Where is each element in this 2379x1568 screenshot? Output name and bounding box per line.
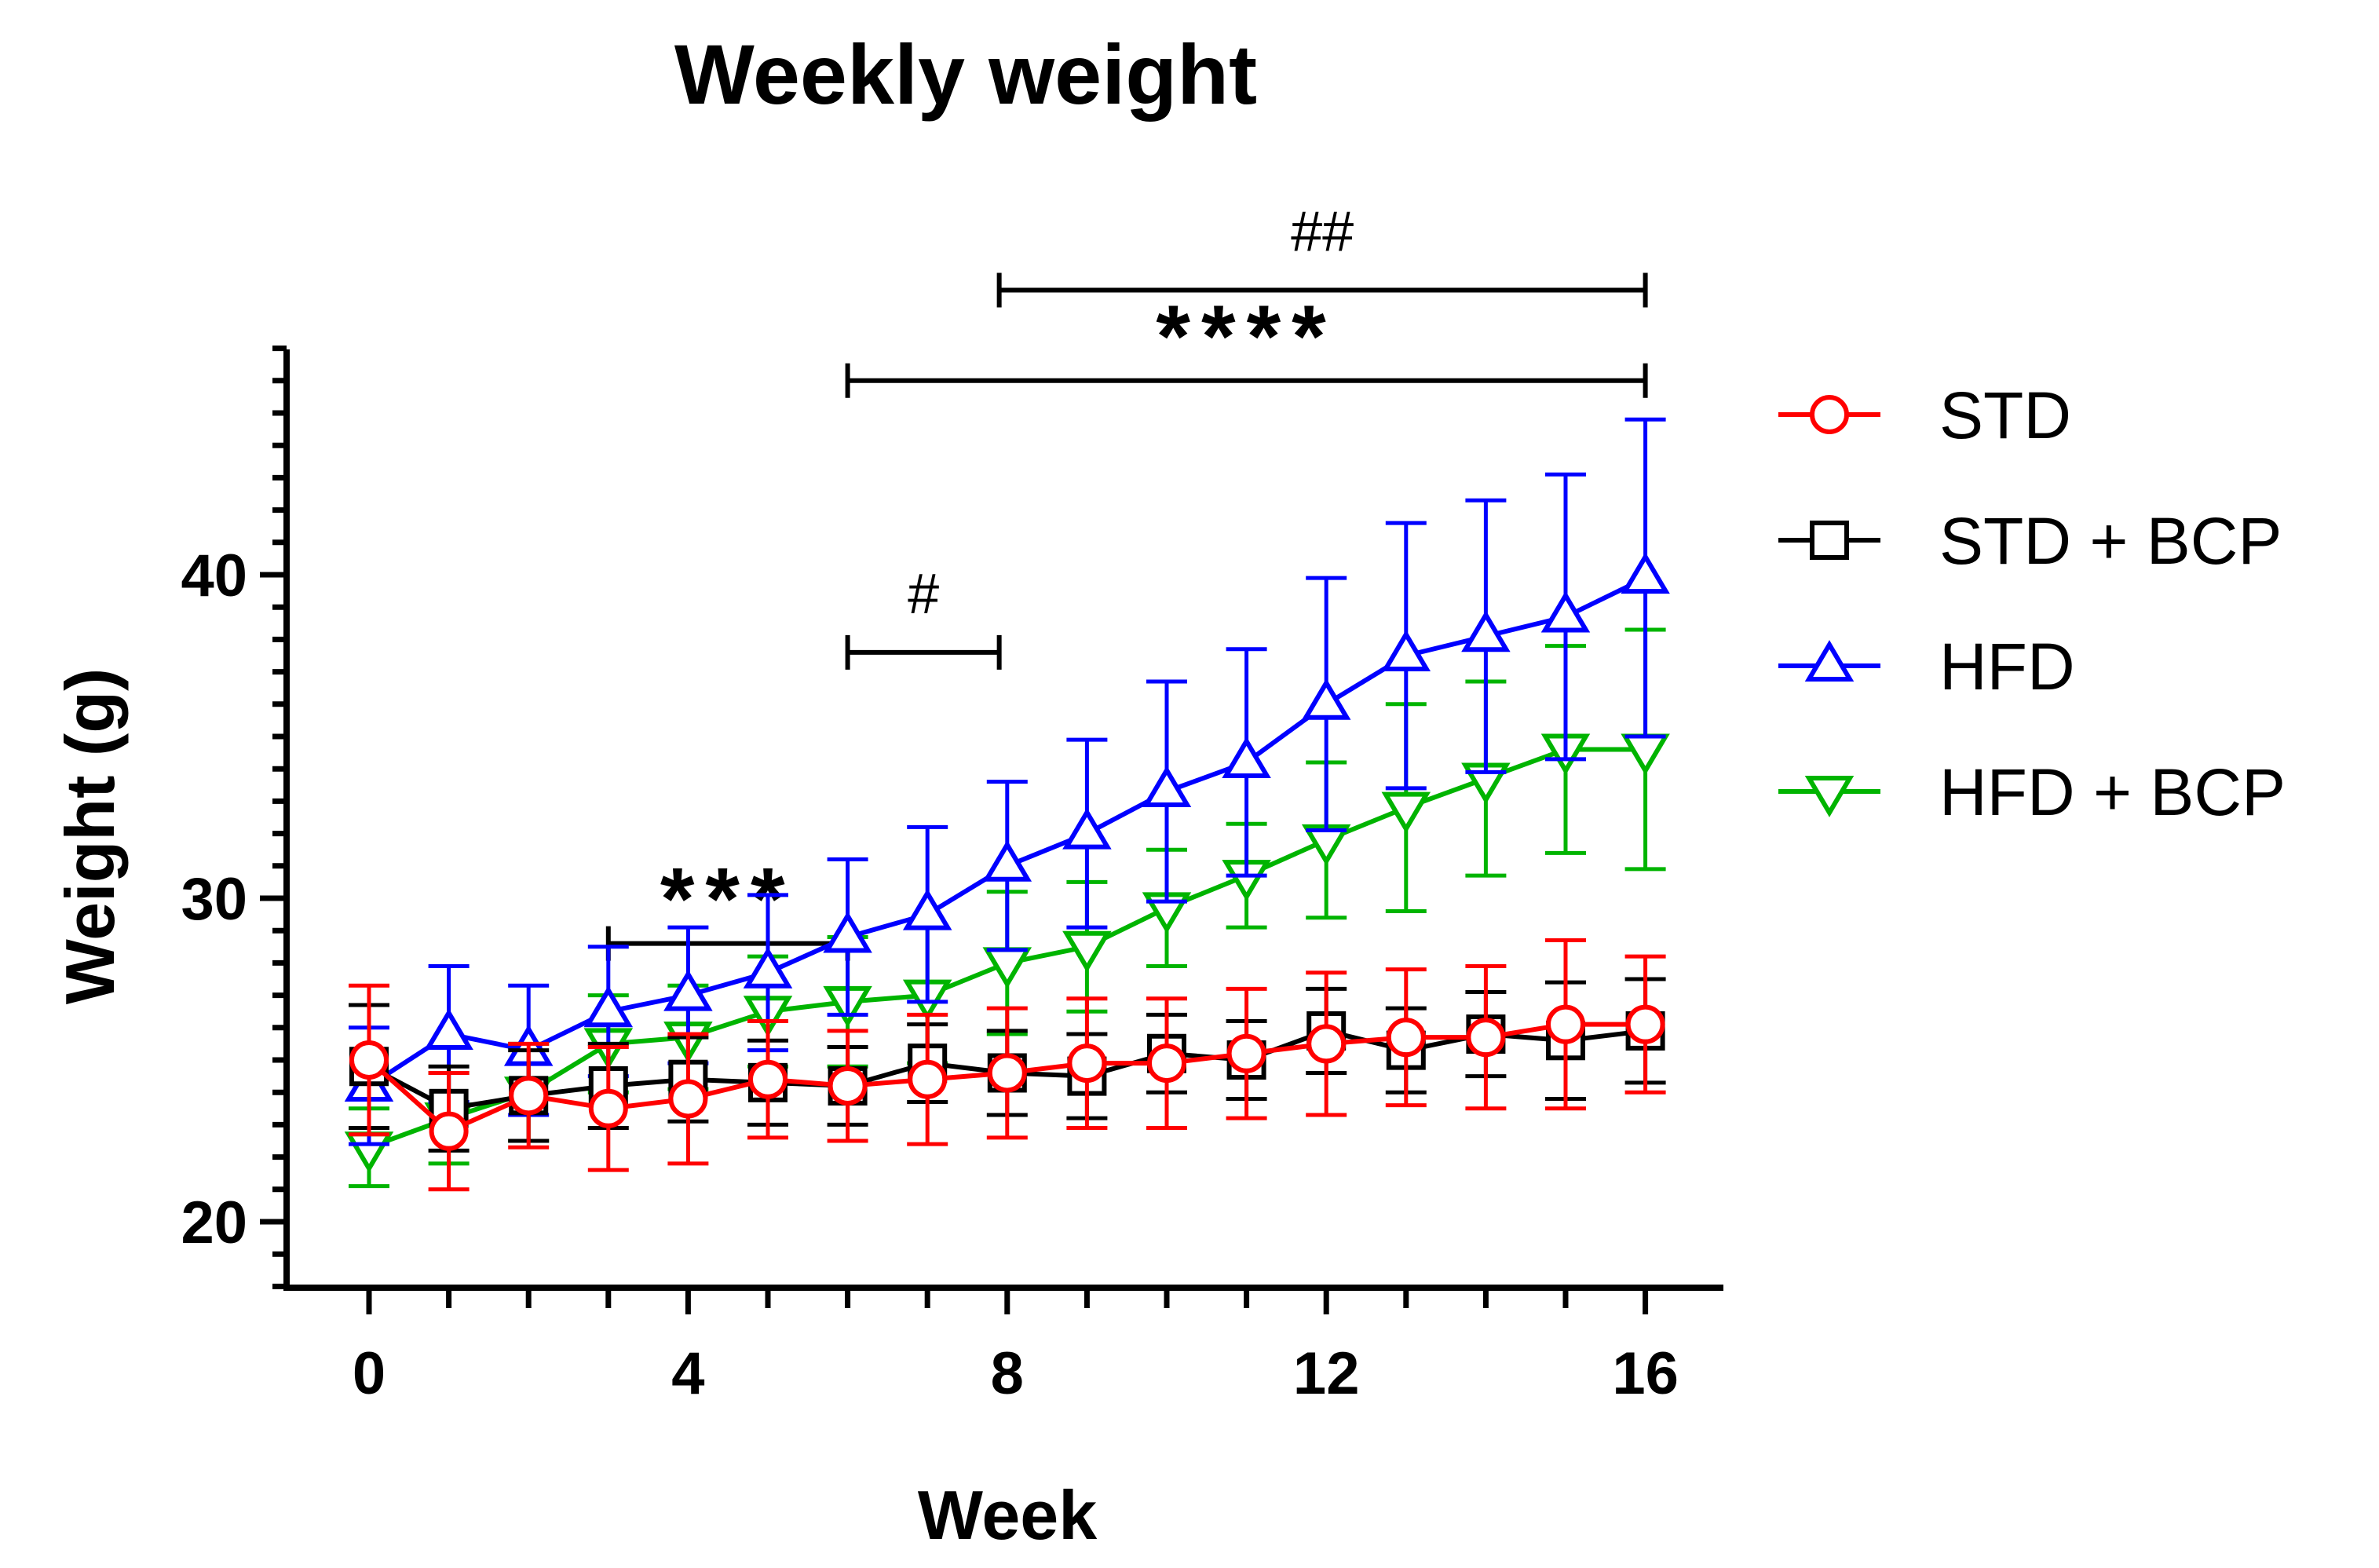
legend-label: STD + BCP	[1939, 504, 2282, 578]
circle-marker	[668, 1079, 708, 1119]
triangle-up-marker	[1804, 640, 1855, 682]
series-layer	[344, 417, 1670, 1192]
triangle-up-marker	[424, 1008, 473, 1051]
y-tick-label: 40	[181, 543, 247, 609]
circle-marker	[1306, 1024, 1347, 1064]
circle-marker	[908, 1059, 948, 1099]
triangle-up-marker	[1461, 610, 1511, 652]
significance-bracket: ***	[605, 850, 850, 961]
triangle-up-marker	[663, 969, 713, 1011]
circle-marker	[1546, 1004, 1585, 1044]
legend-entry: STD + BCP	[1778, 504, 2282, 578]
triangle-up-marker	[982, 839, 1032, 882]
circle-marker	[1386, 1018, 1426, 1058]
triangle-up-marker	[583, 985, 634, 1028]
circle-marker	[828, 1065, 868, 1106]
triangle-down-marker	[1621, 733, 1670, 776]
triangle-up-marker	[1381, 630, 1431, 671]
significance-annotations: *** # **** ##	[605, 200, 1648, 961]
triangle-up-marker	[743, 946, 793, 989]
legend-label: HFD + BCP	[1939, 755, 2286, 829]
circle-marker	[1226, 1033, 1266, 1073]
circle-marker	[509, 1076, 549, 1116]
legend-entry: HFD + BCP	[1778, 755, 2286, 829]
circle-marker	[1625, 1004, 1665, 1044]
legend-label: STD	[1939, 378, 2071, 452]
x-tick-label: 0	[353, 1340, 386, 1407]
legend-label: HFD	[1939, 630, 2075, 704]
circle-marker	[349, 1040, 389, 1080]
circle-marker	[987, 1053, 1027, 1093]
triangle-up-marker	[1062, 807, 1112, 850]
chart-title: Weekly weight	[674, 27, 1257, 122]
circle-marker	[588, 1088, 628, 1128]
circle-marker	[1147, 1044, 1186, 1084]
circle-marker	[1067, 1044, 1107, 1084]
y-tick-label: 30	[181, 866, 247, 933]
triangle-down-marker	[1062, 930, 1112, 973]
significance-hash: ##	[1291, 200, 1354, 263]
significance-bracket: ****	[845, 287, 1648, 398]
x-tick-label: 12	[1293, 1340, 1360, 1407]
series-std	[349, 938, 1666, 1192]
triangle-up-marker	[1540, 590, 1591, 633]
triangle-up-marker	[1301, 678, 1351, 720]
triangle-up-marker	[902, 888, 952, 930]
x-axis-label: Week	[918, 1476, 1098, 1554]
triangle-up-marker	[823, 911, 872, 953]
legend: STD STD + BCP HFD HFD + BCP	[1778, 378, 2286, 829]
triangle-up-marker	[1142, 766, 1192, 808]
significance-stars: ****	[1156, 287, 1336, 386]
circle-marker	[429, 1111, 469, 1151]
x-tick-label: 4	[671, 1340, 704, 1407]
y-tick-label: 20	[181, 1190, 247, 1256]
significance-bracket: #	[845, 563, 1002, 670]
triangle-up-marker	[1222, 736, 1271, 778]
triangle-up-marker	[1621, 552, 1670, 594]
triangle-down-marker	[1381, 791, 1431, 834]
legend-entry: STD	[1778, 378, 2071, 452]
axes: 20 30 40 0 4 8 12 16	[181, 345, 1723, 1407]
circle-marker	[1466, 1018, 1506, 1058]
significance-hash: #	[908, 563, 939, 626]
circle-marker	[1810, 395, 1849, 434]
y-axis-label: Weight (g)	[51, 668, 129, 1004]
significance-stars: ***	[660, 850, 796, 948]
x-tick-label: 8	[991, 1340, 1024, 1407]
significance-bracket: ##	[996, 200, 1648, 308]
square-marker	[1810, 521, 1849, 560]
x-tick-label: 16	[1612, 1340, 1679, 1407]
circle-marker	[748, 1059, 788, 1099]
triangle-down-marker	[1804, 776, 1855, 817]
legend-entry: HFD	[1778, 630, 2075, 704]
